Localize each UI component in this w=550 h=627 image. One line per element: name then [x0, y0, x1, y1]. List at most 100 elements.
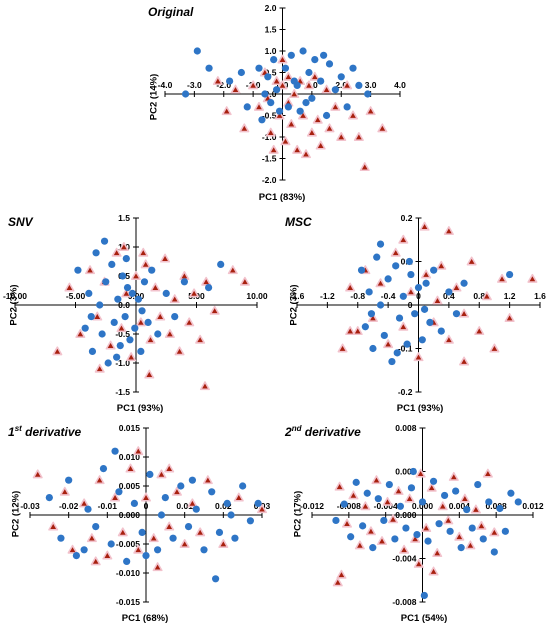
data-point-triangle — [399, 544, 410, 554]
y-tick-label: -1.0 — [262, 132, 277, 142]
data-point-triangle — [171, 486, 182, 496]
data-point-circle — [445, 288, 453, 296]
data-point-circle — [384, 275, 392, 283]
data-point-circle — [146, 470, 154, 478]
data-point-circle — [114, 295, 122, 303]
data-point-circle — [308, 94, 316, 102]
data-point-circle — [424, 537, 432, 545]
data-point-triangle — [105, 340, 116, 350]
data-point-circle — [305, 68, 313, 77]
data-point-circle — [243, 103, 251, 111]
data-point-circle — [287, 51, 295, 59]
data-point-triangle — [131, 270, 141, 280]
data-point-triangle — [126, 352, 137, 362]
x-tick-label: 0.012 — [522, 501, 544, 511]
data-point-circle — [407, 270, 415, 279]
y-tick-label: -0.010 — [116, 568, 140, 578]
data-point-circle — [403, 340, 411, 348]
data-point-circle — [359, 522, 367, 530]
data-point-triangle — [150, 282, 161, 292]
data-point-triangle — [474, 326, 485, 336]
data-point-triangle — [365, 106, 376, 116]
data-point-triangle — [118, 242, 129, 251]
data-point-circle — [200, 546, 208, 554]
data-point-triangle — [404, 493, 415, 503]
data-point-circle — [116, 342, 124, 350]
y-tick-label: 0.015 — [119, 423, 141, 433]
data-point-triangle — [59, 486, 70, 496]
data-point-triangle — [390, 247, 401, 257]
data-point-circle — [215, 528, 224, 537]
data-point-circle — [367, 310, 376, 318]
data-point-triangle — [94, 475, 105, 485]
data-point-circle — [181, 90, 190, 98]
data-point-circle — [208, 488, 216, 496]
data-point-triangle — [117, 527, 128, 537]
data-point-circle — [411, 310, 419, 318]
data-point-triangle — [527, 273, 538, 283]
data-point-triangle — [160, 253, 171, 263]
x-tick-label: 2.0 — [335, 80, 347, 90]
data-point-triangle — [337, 343, 348, 353]
x-tick-label: 0 — [144, 501, 149, 511]
data-point-circle — [357, 266, 366, 274]
panel-title: Original — [148, 5, 194, 19]
data-point-circle — [223, 499, 231, 507]
data-point-circle — [237, 68, 245, 77]
data-point-triangle — [227, 265, 238, 275]
data-point-circle — [108, 260, 116, 268]
y-tick-label: 0.005 — [119, 481, 141, 491]
data-point-triangle — [230, 84, 241, 94]
data-point-triangle — [489, 527, 500, 537]
data-point-circle — [102, 278, 110, 286]
data-point-circle — [281, 64, 290, 72]
data-point-circle — [407, 484, 416, 492]
data-point-triangle — [383, 339, 394, 349]
y-tick-label: 0.0 — [265, 89, 277, 99]
data-point-circle — [311, 56, 319, 64]
y-tick-label: 1.5 — [265, 25, 277, 35]
data-point-triangle — [94, 363, 105, 373]
data-point-circle — [205, 284, 213, 292]
x-tick-label: -0.004 — [374, 501, 398, 511]
x-tick-label: -0.4 — [381, 291, 396, 301]
x-tick-label: -0.012 — [300, 501, 324, 511]
data-point-circle — [180, 278, 188, 286]
data-point-triangle — [315, 140, 326, 150]
y-tick-label: 0.004 — [395, 467, 417, 477]
data-point-triangle — [459, 356, 470, 366]
data-point-circle — [188, 476, 196, 484]
x-axis-label: PC1 (93%) — [397, 403, 443, 414]
data-point-circle — [154, 546, 162, 554]
data-point-triangle — [393, 486, 404, 496]
data-point-circle — [393, 349, 401, 357]
data-point-circle — [122, 255, 130, 263]
data-point-circle — [347, 533, 355, 541]
data-point-circle — [74, 266, 82, 274]
data-point-triangle — [277, 54, 288, 64]
x-axis-label: PC1 (83%) — [259, 192, 305, 203]
data-point-circle — [392, 262, 400, 270]
data-point-circle — [239, 482, 247, 490]
x-tick-label: 10.00 — [246, 291, 268, 301]
data-point-circle — [507, 489, 515, 497]
data-point-circle — [161, 494, 169, 502]
data-point-triangle — [209, 305, 220, 315]
data-point-triangle — [481, 291, 492, 301]
y-tick-label: 0.0 — [118, 300, 130, 310]
data-point-circle — [290, 77, 298, 85]
data-point-triangle — [256, 504, 268, 514]
data-point-triangle — [398, 321, 409, 331]
data-point-triangle — [121, 288, 132, 298]
panel-title: 1st derivative — [8, 424, 82, 439]
data-point-triangle — [141, 492, 151, 502]
data-point-circle — [395, 314, 404, 322]
data-point-triangle — [347, 110, 359, 120]
data-point-triangle — [437, 501, 448, 511]
data-point-circle — [479, 535, 487, 543]
y-tick-label: -0.1 — [398, 344, 413, 354]
x-tick-label: -0.02 — [59, 501, 79, 511]
data-point-triangle — [448, 471, 459, 481]
data-point-triangle — [421, 523, 432, 533]
data-point-triangle — [164, 463, 175, 473]
